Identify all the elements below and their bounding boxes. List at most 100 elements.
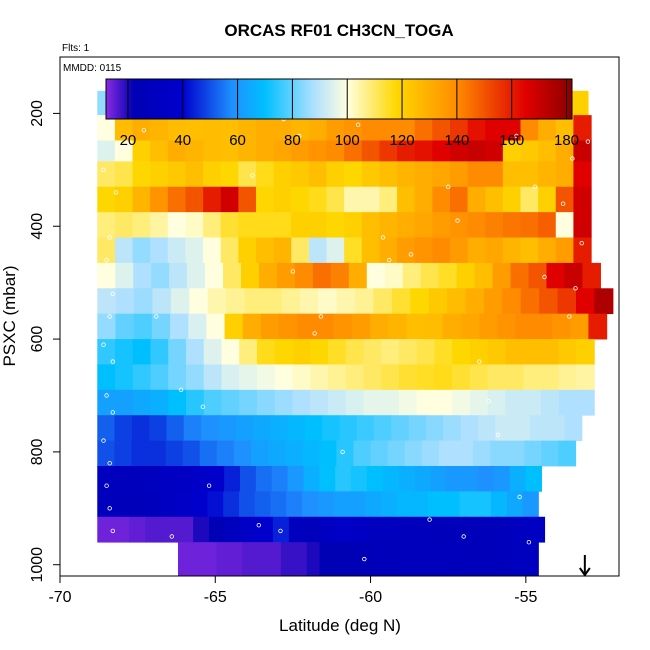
heatmap-cell-2-22 bbox=[485, 140, 504, 162]
heatmap-cell-17-13 bbox=[304, 516, 322, 543]
heatmap-cell-17-19 bbox=[400, 516, 418, 543]
heatmap-cell-17-24 bbox=[480, 516, 498, 543]
heatmap-cell-11-19 bbox=[434, 364, 453, 391]
heatmap-cell-7-24 bbox=[528, 262, 548, 289]
heatmap-cell-1-2 bbox=[132, 115, 151, 141]
heatmap-cell-3-14 bbox=[344, 161, 363, 188]
sample-point-9 bbox=[110, 410, 115, 415]
heatmap-cell-13-9 bbox=[252, 415, 271, 442]
heatmap-cell-8-12 bbox=[318, 288, 338, 315]
heatmap-cell-16-10 bbox=[254, 491, 272, 518]
heatmap-cell-10-2 bbox=[132, 339, 152, 365]
heatmap-cell-1-24 bbox=[520, 115, 539, 141]
heatmap-cell-6-10 bbox=[273, 237, 292, 264]
heatmap-cell-6-1 bbox=[114, 237, 134, 264]
heatmap-cell-13-26 bbox=[547, 415, 566, 442]
sample-point-34 bbox=[446, 184, 451, 189]
heatmap-cell-2-21 bbox=[467, 140, 486, 162]
heatmap-cell-11-17 bbox=[398, 364, 418, 391]
colorbar-tick-label-20: 20 bbox=[120, 132, 137, 149]
heatmap-cell-4-17 bbox=[397, 186, 416, 213]
heatmap-cell-18-13 bbox=[345, 542, 359, 577]
sample-point-15 bbox=[154, 314, 159, 319]
heatmap-cell-10-17 bbox=[398, 339, 418, 365]
heatmap-cell-12-24 bbox=[523, 389, 542, 416]
heatmap-cell-14-24 bbox=[507, 440, 525, 467]
sample-point-40 bbox=[514, 133, 519, 139]
heatmap-cell-8-2 bbox=[134, 288, 154, 315]
heatmap-cell-5-2 bbox=[132, 212, 151, 238]
heatmap-cell-9-21 bbox=[479, 313, 499, 340]
heatmap-cell-9-1 bbox=[115, 313, 135, 340]
heatmap-cell-5-18 bbox=[414, 212, 433, 238]
sample-point-25 bbox=[318, 314, 324, 319]
heatmap-cell-5-16 bbox=[379, 212, 398, 238]
sample-point-19 bbox=[200, 404, 206, 409]
heatmap-cell-10-21 bbox=[469, 339, 489, 365]
heatmap-cell-18-14 bbox=[358, 542, 372, 577]
x-axis-label: Latitude (deg N) bbox=[279, 616, 401, 635]
heatmap-cell-18-23 bbox=[473, 542, 488, 577]
heatmap-cell-11-11 bbox=[292, 364, 311, 391]
heatmap-cell-8-20 bbox=[465, 288, 485, 315]
heatmap-cell-7-5 bbox=[187, 262, 206, 289]
heatmap-cell-6-12 bbox=[308, 237, 328, 264]
heatmap-cell-7-27 bbox=[582, 262, 601, 289]
heatmap-cell-16-16 bbox=[349, 491, 366, 518]
heatmap-cell-14-10 bbox=[268, 440, 286, 467]
heatmap-cell-13-27 bbox=[564, 415, 583, 442]
heatmap-cell-7-16 bbox=[384, 262, 404, 289]
heatmap-cell-15-22 bbox=[446, 465, 463, 492]
down-arrow-icon bbox=[579, 555, 591, 577]
heatmap-cell-18-0 bbox=[178, 542, 192, 577]
heatmap-cell-6-17 bbox=[397, 237, 416, 264]
heatmap-cell-17-4 bbox=[161, 516, 178, 543]
heatmap-cell-18-9 bbox=[293, 542, 308, 577]
flights-label: Flts: 1 bbox=[62, 43, 90, 54]
heatmap-cell-4-20 bbox=[449, 186, 469, 213]
heatmap-cell-3-2 bbox=[132, 161, 151, 188]
sample-point-7 bbox=[110, 359, 115, 364]
heatmap-cell-16-5 bbox=[176, 491, 193, 518]
heatmap-cell-14-12 bbox=[302, 440, 320, 467]
heatmap-cell-5-20 bbox=[449, 212, 469, 238]
heatmap-cell-3-24 bbox=[520, 161, 539, 188]
heatmap-cell-3-16 bbox=[379, 161, 398, 188]
sample-point-14 bbox=[110, 528, 115, 534]
heatmap-cell-13-13 bbox=[322, 415, 341, 442]
heatmap-cell-11-2 bbox=[132, 364, 152, 391]
heatmap-cell-16-17 bbox=[365, 491, 382, 518]
heatmap-cell-12-26 bbox=[558, 389, 578, 416]
heatmap-cell-10-15 bbox=[363, 339, 382, 365]
heatmap-cell-2-17 bbox=[397, 140, 416, 162]
heatmap-cell-14-16 bbox=[370, 440, 389, 467]
heatmap-cell-5-27 bbox=[573, 212, 592, 238]
heatmap-cell-2-6 bbox=[203, 140, 222, 162]
heatmap-cell-4-7 bbox=[220, 186, 239, 213]
heatmap-cell-13-15 bbox=[356, 415, 375, 442]
heatmap-cell-9-22 bbox=[497, 313, 517, 340]
heatmap-cell-1-1 bbox=[114, 115, 134, 141]
heatmap-cell-13-4 bbox=[166, 415, 185, 442]
heatmap-cell-5-24 bbox=[520, 212, 539, 238]
heatmap-cell-3-17 bbox=[397, 161, 416, 188]
heatmap-cell-11-22 bbox=[487, 364, 507, 391]
heatmap-cell-18-15 bbox=[371, 542, 385, 577]
heatmap-cell-10-27 bbox=[576, 339, 595, 365]
sample-point-24 bbox=[290, 269, 296, 274]
heatmap-cell-9-11 bbox=[297, 313, 317, 340]
heatmap-cell-9-3 bbox=[151, 313, 171, 340]
heatmap-cell-5-1 bbox=[114, 212, 134, 238]
heatmap-cell-17-5 bbox=[177, 516, 194, 543]
heatmap-cell-16-24 bbox=[475, 491, 492, 518]
heatmap-cell-6-22 bbox=[485, 237, 504, 264]
heatmap-cell-8-8 bbox=[244, 288, 264, 315]
heatmap-cell-4-1 bbox=[114, 186, 134, 213]
heatmap-cell-9-2 bbox=[133, 313, 153, 340]
heatmap-cell-7-13 bbox=[330, 262, 350, 289]
heatmap-cell-17-25 bbox=[496, 516, 514, 543]
heatmap-cell-5-7 bbox=[220, 212, 239, 238]
heatmap-cell-11-18 bbox=[416, 364, 436, 391]
heatmap-cell-1-16 bbox=[379, 115, 398, 141]
